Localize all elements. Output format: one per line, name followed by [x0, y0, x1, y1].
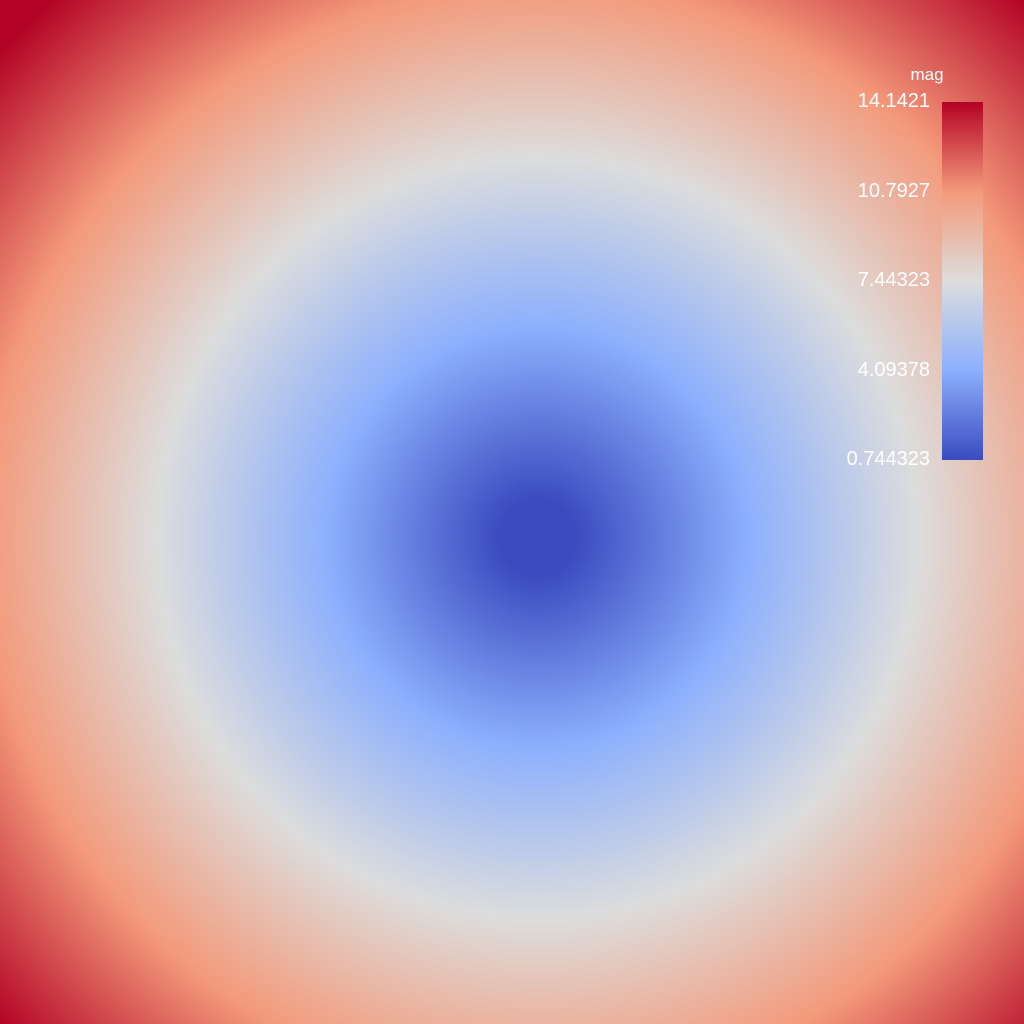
colorbar-tick-label: 10.7927: [857, 180, 930, 202]
colorbar-tick-label: 0.744323: [846, 448, 930, 470]
colorbar-tick-label: 14.1421: [857, 90, 930, 112]
colorbar-tick-label: 7.44323: [857, 269, 930, 291]
colorbar-tick-label: 4.09378: [857, 359, 930, 381]
colorbar: [942, 102, 983, 460]
colorbar-title: mag: [910, 65, 944, 84]
